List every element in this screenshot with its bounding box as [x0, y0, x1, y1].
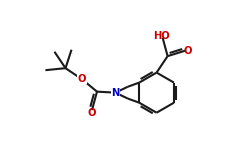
Text: N: N	[111, 88, 120, 98]
Text: HO: HO	[153, 31, 170, 41]
Text: O: O	[78, 74, 86, 84]
Text: O: O	[88, 108, 96, 117]
Text: O: O	[184, 45, 192, 56]
